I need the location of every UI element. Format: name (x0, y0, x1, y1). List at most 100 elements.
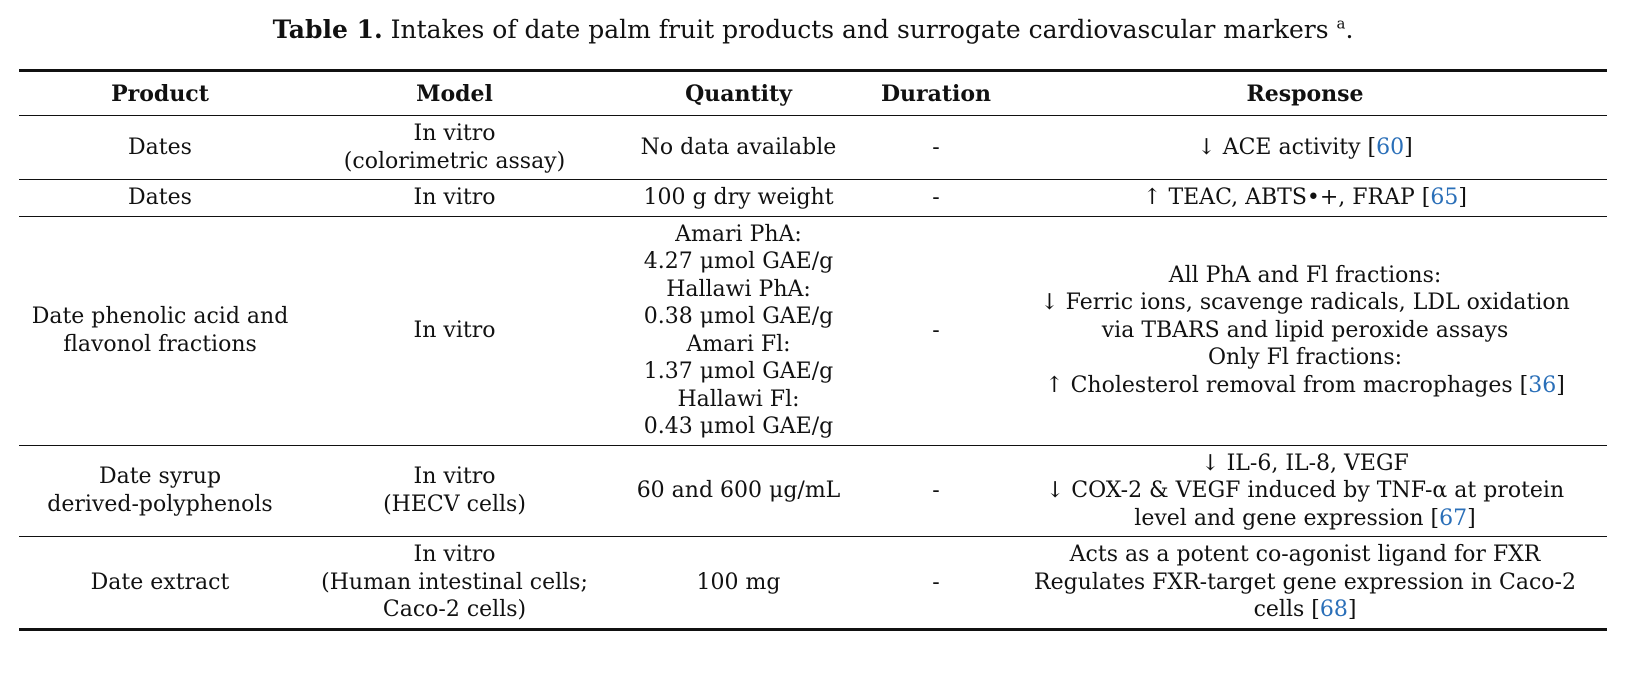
cell-product: Date syrup derived-polyphenols (19, 445, 301, 537)
cell-quantity-line: Amari Fl: (686, 331, 791, 357)
cell-response-line: ↑ Cholesterol removal from macrophages [… (1009, 372, 1601, 400)
table-row: Date phenolic acid and flavonol fractions… (19, 216, 1607, 445)
cell-quantity: Amari PhA: 4.27 μmol GAE/g Hallawi PhA: 0.3… (608, 216, 869, 445)
cell-product-line: Date syrup (98, 464, 222, 490)
header-response: Response (1246, 80, 1364, 107)
cell-product-line: derived-polyphenols (47, 491, 273, 517)
citation-bracket: ] (1404, 134, 1413, 160)
response-text: ↑ TEAC, ABTS•+, FRAP [ (1143, 185, 1431, 210)
cell-response: ↓ ACE activity [60] (1003, 116, 1607, 180)
cell-product-line: Dates (128, 134, 192, 160)
cell-response-line: cells [68] (1009, 596, 1601, 624)
response-text: cells [ (1253, 597, 1320, 622)
cell-quantity-line: Hallawi PhA: (666, 276, 811, 302)
cell-model-line: In vitro (413, 542, 496, 567)
cell-quantity-line: 4.27 μmol GAE/g (643, 249, 834, 274)
citation-link[interactable]: 68 (1319, 597, 1348, 622)
response-text: via TBARS and lipid peroxide assays (1101, 317, 1509, 343)
cell-model: In vitro (301, 216, 608, 445)
cell-response: ↑ TEAC, ABTS•+, FRAP [65] (1003, 180, 1607, 217)
cell-model-line: In vitro (413, 121, 496, 146)
caption-end: . (1345, 15, 1354, 44)
citation-bracket: ] (1467, 505, 1476, 531)
citation-bracket: ] (1347, 597, 1357, 622)
cell-model: In vitro (colorimetric assay) (301, 116, 608, 180)
response-text: Acts as a potent co-agonist ligand for F… (1069, 542, 1541, 567)
cell-model-line: (colorimetric assay) (343, 148, 566, 174)
cell-duration: - (932, 317, 940, 343)
citation-link[interactable]: 60 (1376, 134, 1405, 160)
cell-quantity-line: Amari PhA: (675, 221, 802, 247)
citation-link[interactable]: 65 (1430, 185, 1459, 210)
cell-model-line: In vitro (413, 185, 496, 210)
cell-duration: - (932, 134, 940, 160)
table-row: Dates In vitro 100 g dry weight - ↑ TEAC, AB… (19, 180, 1607, 217)
response-text: Regulates FXR-target gene expression in … (1034, 569, 1576, 595)
cell-model: In vitro (301, 180, 608, 217)
cell-quantity: 100 mg (608, 537, 869, 630)
cell-response-line: ↓ COX-2 & VEGF induced by TNF-α at prote… (1009, 477, 1601, 505)
cell-product-line: Date phenolic acid and (31, 304, 289, 329)
caption-footnote-mark: a (1336, 14, 1346, 33)
response-text: ↓ Ferric ions, scavenge radicals, LDL ox… (1040, 290, 1570, 316)
cell-response-line: ↓ IL-6, IL-8, VEGF (1009, 450, 1601, 478)
cell-product-line: Date extract (90, 569, 230, 595)
cell-product: Dates (19, 116, 301, 180)
cell-response-line: via TBARS and lipid peroxide assays (1009, 317, 1601, 345)
cell-product: Date phenolic acid and flavonol fractions (19, 216, 301, 445)
table-row: Date extract In vitro (Human intestinal ce… (19, 537, 1607, 630)
cell-response-line: ↓ ACE activity [60] (1009, 134, 1601, 162)
response-text: ↓ ACE activity [ (1197, 134, 1377, 160)
header-product: Product (111, 80, 209, 107)
cell-model-line: (HECV cells) (383, 491, 526, 517)
cell-model: In vitro (HECV cells) (301, 445, 608, 537)
cell-product-line: Dates (128, 185, 192, 210)
response-text: Only Fl fractions: (1207, 345, 1403, 371)
cell-model-line: (Human intestinal cells; (321, 569, 588, 595)
caption-text: Intakes of date palm fruit products and … (390, 15, 1329, 44)
cell-duration: - (932, 185, 940, 210)
cell-quantity-line: 100 mg (696, 569, 781, 595)
cell-quantity-line: No data available (640, 134, 837, 160)
cell-model: In vitro (Human intestinal cells; Caco-2 c… (301, 537, 608, 630)
cell-quantity-line: 0.43 μmol GAE/g (643, 414, 834, 439)
cell-response: All PhA and Fl fractions: ↓ Ferric ions, … (1003, 216, 1607, 445)
cell-response: ↓ IL-6, IL-8, VEGF ↓ COX-2 & VEGF induced… (1003, 445, 1607, 537)
cell-response-line: Only Fl fractions: (1009, 344, 1601, 372)
cell-model-line: In vitro (413, 317, 496, 343)
response-text: level and gene expression [ (1134, 505, 1440, 531)
cell-response-line: level and gene expression [67] (1009, 505, 1601, 533)
citation-bracket: ] (1458, 185, 1467, 210)
cell-duration: - (932, 478, 940, 503)
cell-duration: - (932, 569, 940, 595)
cell-quantity-line: 60 and 600 μg/mL (636, 478, 841, 503)
response-text: ↓ COX-2 & VEGF induced by TNF-α at prote… (1045, 478, 1565, 503)
table-row: Date syrup derived-polyphenols In vitro (HE… (19, 445, 1607, 537)
cell-product: Date extract (19, 537, 301, 630)
response-text: ↑ Cholesterol removal from macrophages [ (1045, 372, 1529, 398)
caption-label: Table 1. (272, 15, 383, 44)
header-duration: Duration (880, 80, 992, 107)
header-quantity: Quantity (685, 80, 792, 107)
cell-model-line: In vitro (413, 464, 496, 490)
cell-response-line: ↑ TEAC, ABTS•+, FRAP [65] (1009, 184, 1601, 212)
cell-response-line: Acts as a potent co-agonist ligand for F… (1009, 541, 1601, 569)
cell-product-line: flavonol fractions (63, 331, 257, 357)
cell-quantity-line: 100 g dry weight (643, 185, 834, 210)
citation-bracket: ] (1556, 372, 1565, 398)
header-row: Product Model Quantity Duration Response (19, 70, 1607, 116)
header-model: Model (416, 80, 493, 107)
table-caption: Table 1. Intakes of date palm fruit prod… (0, 12, 1626, 48)
cell-quantity: No data available (608, 116, 869, 180)
cell-response: Acts as a potent co-agonist ligand for F… (1003, 537, 1607, 630)
table-row: Dates In vitro (colorimetric assay) No data… (19, 116, 1607, 180)
response-text: ↓ IL-6, IL-8, VEGF (1201, 450, 1409, 476)
cell-quantity: 60 and 600 μg/mL (608, 445, 869, 537)
cell-quantity-line: Hallawi Fl: (677, 386, 800, 412)
cell-response-line: Regulates FXR-target gene expression in … (1009, 569, 1601, 597)
citation-link[interactable]: 67 (1439, 505, 1468, 531)
cell-model-line: Caco-2 cells) (382, 597, 527, 622)
cell-quantity: 100 g dry weight (608, 180, 869, 217)
response-text: All PhA and Fl fractions: (1168, 262, 1442, 288)
citation-link[interactable]: 36 (1528, 372, 1557, 398)
